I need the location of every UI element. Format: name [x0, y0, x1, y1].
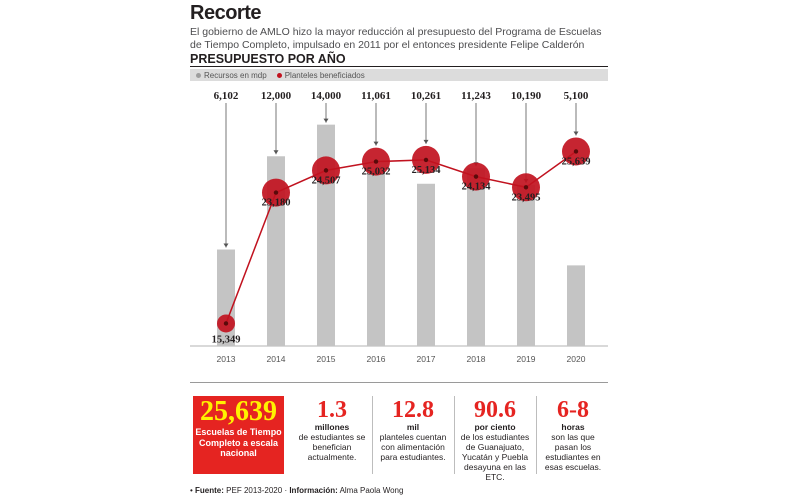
- bar-2018: [467, 168, 485, 346]
- x-tick-label: 2016: [367, 354, 386, 364]
- legend-item-recursos: Recursos en mdp: [196, 71, 267, 80]
- point-value-label: 23,495: [512, 192, 541, 203]
- legend-swatch-planteles: [276, 72, 282, 78]
- stat-unit: mil: [406, 422, 420, 432]
- stat-hours: 6-8 horas son las que pasan los estudian…: [540, 398, 606, 472]
- bar-arrow-2015: [323, 118, 329, 123]
- page-title: Recorte: [190, 2, 261, 24]
- point-value-label: 15,349: [212, 334, 241, 345]
- point-value-label: 24,507: [312, 175, 341, 186]
- footer-info: Alma Paola Wong: [339, 486, 404, 495]
- page-subtitle: El gobierno de AMLO hizo la mayor reducc…: [190, 26, 602, 51]
- x-tick-label: 2017: [417, 354, 436, 364]
- bar-value-label: 12,000: [261, 90, 292, 102]
- point-value-label: 25,639: [562, 156, 591, 167]
- bar-2016: [367, 171, 385, 346]
- footer-source: PEF 2013-2020: [226, 486, 283, 495]
- stat-desc: de los estudiantes de Guanajuato, Yucatá…: [460, 432, 530, 482]
- legend-label-recursos: Recursos en mdp: [204, 70, 267, 80]
- bar-2019: [517, 184, 535, 346]
- bar-2017: [417, 183, 435, 346]
- highlight-text: Escuelas de Tiempo Completo a escala nac…: [195, 427, 282, 458]
- point-core: [523, 185, 529, 190]
- stat-desc: planteles cuentan con alimentación para …: [379, 432, 447, 462]
- bar-arrow-2016: [373, 141, 379, 146]
- stat-unit: por ciento: [474, 422, 516, 432]
- point-core: [573, 149, 579, 154]
- stat-separator: [536, 396, 537, 474]
- chart-legend: Recursos en mdp Planteles beneficiados: [190, 69, 608, 81]
- stat-separator: [372, 396, 373, 474]
- stat-schools-food: 12.8 mil planteles cuentan con alimentac…: [376, 398, 450, 462]
- footer-info-label: Información:: [289, 486, 338, 495]
- point-core: [323, 168, 329, 173]
- point-core: [473, 174, 479, 179]
- bar-value-label: 5,100: [564, 90, 589, 102]
- point-value-label: 23,180: [262, 198, 291, 209]
- x-tick-label: 2013: [217, 354, 236, 364]
- bar-arrow-2017: [423, 139, 429, 144]
- bar-2020: [567, 265, 585, 346]
- bar-value-label: 10,190: [511, 90, 542, 102]
- budget-chart: 6,102 2013 12,000 2014 14,000 2015 11,061 2016 1…: [190, 90, 608, 364]
- x-tick-label: 2020: [567, 354, 586, 364]
- section-title: PRESUPUESTO POR AÑO: [190, 52, 346, 66]
- legend-swatch-recursos: [196, 72, 201, 78]
- stats-divider: [190, 382, 608, 383]
- footer-source-label: Fuente:: [195, 486, 224, 495]
- stat-breakfast: 90.6 por ciento de los estudiantes de Gu…: [458, 398, 532, 482]
- stat-value: 6-8: [557, 397, 589, 423]
- section-divider: [190, 66, 608, 67]
- point-core: [223, 321, 229, 326]
- point-value-label: 25,032: [362, 167, 391, 178]
- point-core: [273, 190, 279, 195]
- x-tick-label: 2015: [317, 354, 336, 364]
- x-tick-label: 2014: [267, 354, 286, 364]
- legend-label-planteles: Planteles beneficiados: [284, 70, 365, 80]
- bar-arrow-2013: [223, 243, 229, 248]
- stat-unit: millones: [314, 422, 350, 432]
- bar-arrow-2020: [573, 131, 579, 136]
- stat-value: 90.6: [474, 397, 516, 423]
- stat-desc: son las que pasan los estudiantes en esa…: [544, 432, 602, 472]
- highlight-value: 25,639: [200, 396, 277, 427]
- point-value-label: 24,134: [462, 182, 492, 193]
- bar-value-label: 11,243: [461, 90, 491, 102]
- bar-value-label: 10,261: [411, 90, 441, 102]
- stat-unit: horas: [561, 422, 585, 432]
- stat-value: 12.8: [392, 397, 434, 423]
- legend-item-planteles: Planteles beneficiados: [276, 70, 365, 80]
- footer-credits: • Fuente: PEF 2013-2020 · Información: A…: [190, 486, 404, 495]
- stat-separator: [454, 396, 455, 474]
- stat-desc: de estudiantes se benefician actualmente…: [298, 432, 366, 462]
- x-tick-label: 2018: [467, 354, 486, 364]
- point-core: [423, 157, 429, 163]
- bar-value-label: 14,000: [311, 90, 342, 102]
- x-tick-label: 2019: [517, 354, 536, 364]
- stat-value: 1.3: [317, 397, 347, 423]
- highlight-stat: 25,639 Escuelas de Tiempo Completo a esc…: [193, 396, 284, 474]
- point-core: [373, 159, 379, 164]
- bar-value-label: 6,102: [214, 90, 239, 102]
- bar-arrow-2014: [273, 150, 279, 155]
- point-value-label: 25,134: [412, 165, 442, 176]
- stat-students: 1.3 millones de estudiantes se beneficia…: [296, 398, 368, 462]
- bar-value-label: 11,061: [361, 90, 391, 102]
